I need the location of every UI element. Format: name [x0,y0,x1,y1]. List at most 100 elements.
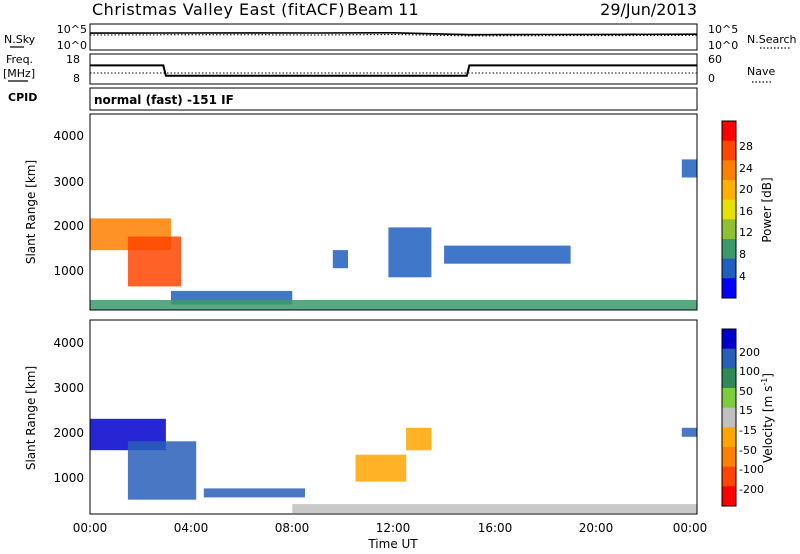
velocity-echo [681,427,697,437]
power-colorbar-swatch [722,199,736,220]
vel-cbar-tick-50: 50 [739,385,753,398]
vel-cbar-tick-m15: -15 [739,424,757,437]
power-cbar-tick-12: 12 [739,226,753,239]
freq-panel: Freq. [MHz] 18 8 60 0 Nave [3,53,775,85]
power-cbar-tick-28: 28 [739,140,753,153]
vel-cbar-tick-200: 200 [739,346,760,359]
xtick-20: 20:00 [579,521,614,535]
power-colorbar-swatch [722,121,736,142]
x-axis: 00:00 04:00 08:00 12:00 16:00 20:00 00:0… [73,521,708,551]
date-label: 29/Jun/2013 [600,0,697,19]
power-plot-frame [89,113,698,311]
nsky-label: N.Sky [4,33,36,46]
velocity-colorbar [722,329,736,507]
freq-unit-label: [MHz] [3,67,35,80]
velocity-echo [127,441,197,500]
nsearch-tick-top: 10^5 [708,23,738,36]
power-colorbar-swatch [722,258,736,279]
power-cbar-tick-20: 20 [739,183,753,196]
power-colorbar-swatch [722,239,736,260]
power-colorbar-swatch [722,160,736,181]
velocity-colorbar-swatch [722,427,736,448]
xtick-12: 12:00 [376,521,411,535]
vel-cbar-tick-15: 15 [739,404,753,417]
velocity-colorbar-frame [721,328,737,507]
velocity-echo [292,504,697,514]
cpid-label: CPID [8,91,37,104]
vel-cbar-tick-100: 100 [739,365,760,378]
velocity-plot-frame [89,319,698,515]
power-marks [90,159,697,310]
xtick-24: 00:00 [673,521,708,535]
power-cbar-tick-8: 8 [739,248,746,261]
power-echo [90,300,697,310]
power-colorbar-swatch [722,140,736,161]
vel-ytick-4000: 4000 [53,336,84,350]
xtick-16: 16:00 [478,521,513,535]
nsearch-label: N.Search [747,33,797,46]
power-panel: 4000 3000 2000 1000 Slant Range [km] 28 … [24,113,774,311]
power-ylabel: Slant Range [km] [24,160,38,264]
power-echo [388,227,432,278]
xtick-08: 08:00 [275,521,310,535]
velocity-colorbar-swatch [722,329,736,350]
velocity-colorbar-swatch [722,447,736,468]
velocity-colorbar-swatch [722,368,736,389]
power-cbar-tick-4: 4 [739,270,746,283]
freq-label: Freq. [6,53,33,66]
freq-tick-bottom: 8 [73,72,80,85]
power-colorbar-swatch [722,180,736,201]
velocity-marks [90,418,697,514]
nave-tick-bottom: 0 [708,72,715,85]
velocity-echo [406,427,432,451]
nave-label: Nave [747,65,775,78]
power-colorbar-swatch [722,219,736,240]
xtick-04: 04:00 [174,521,209,535]
velocity-echo [203,488,305,498]
velocity-colorbar-swatch [722,466,736,487]
xtick-00: 00:00 [73,521,108,535]
power-ytick-1000: 1000 [53,264,84,278]
freq-tick-top: 18 [66,53,80,66]
velocity-colorbar-swatch [722,388,736,409]
cpid-panel: CPID normal (fast) -151 IF [8,87,698,111]
x-axis-label: Time UT [367,537,418,551]
power-echo [127,236,181,287]
vel-cbar-tick-m200: -200 [739,483,764,496]
velocity-colorbar-swatch [722,486,736,507]
power-colorbar [722,121,736,299]
vel-ytick-3000: 3000 [53,381,84,395]
power-ytick-2000: 2000 [53,219,84,233]
power-echo [332,250,348,269]
velocity-colorbar-swatch [722,407,736,428]
vel-cbar-tick-m100: -100 [739,463,764,476]
power-cbar-tick-16: 16 [739,205,753,218]
vel-ytick-1000: 1000 [53,471,84,485]
nave-tick-top: 60 [708,53,722,66]
svg-text:Velocity [m s-1]: Velocity [m s-1] [760,373,775,463]
freq-series-line [90,64,697,77]
power-echo [444,245,571,264]
title: Christmas Valley East (fitACF) [92,0,345,19]
velocity-panel: 4000 3000 2000 1000 Slant Range [km] 200… [24,319,775,515]
power-cbar-tick-24: 24 [739,162,753,175]
nsearch-tick-bottom: 10^0 [708,39,738,52]
power-ytick-4000: 4000 [53,129,84,143]
nsky-panel: N.Sky 10^5 10^0 10^5 10^0 N.Search [4,23,797,52]
power-colorbar-swatch [722,278,736,299]
nsky-series-line [89,31,698,36]
nsky-tick-top: 10^5 [57,23,87,36]
cpid-value: normal (fast) -151 IF [94,93,234,107]
beam-label: Beam 11 [347,0,419,19]
vel-ylabel: Slant Range [km] [24,366,38,470]
velocity-echo [355,454,407,482]
power-ytick-3000: 3000 [53,175,84,189]
nsky-tick-bottom: 10^0 [57,39,87,52]
vel-ytick-2000: 2000 [53,426,84,440]
vel-cbar-tick-m50: -50 [739,444,757,457]
vel-cbar-label: Velocity [m s-1] [760,373,775,463]
power-cbar-label: Power [dB] [760,177,774,242]
velocity-colorbar-swatch [722,348,736,369]
power-colorbar-frame [721,120,737,299]
